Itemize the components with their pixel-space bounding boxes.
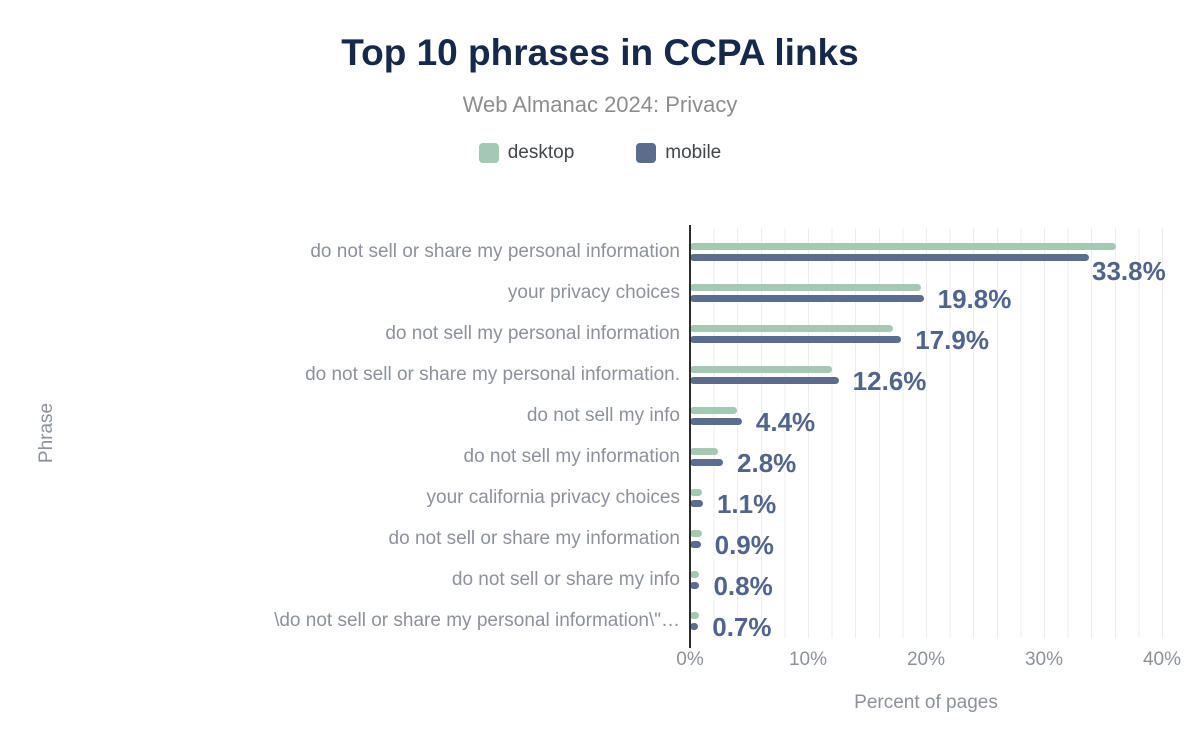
x-tick-label: 0% (676, 649, 704, 670)
value-label: 0.9% (714, 530, 774, 560)
chart-subtitle: Web Almanac 2024: Privacy (462, 92, 738, 117)
mobile-bar[interactable] (690, 377, 839, 384)
legend-label: mobile (665, 142, 722, 163)
value-label: 12.6% (852, 366, 927, 396)
desktop-bar[interactable] (690, 366, 832, 373)
desktop-bar[interactable] (690, 325, 893, 332)
mobile-bar[interactable] (690, 418, 742, 425)
value-label: 17.9% (915, 325, 989, 355)
mobile-bar[interactable] (690, 254, 1089, 261)
desktop-bar[interactable] (690, 530, 702, 537)
category-label: \do not sell or share my personal inform… (274, 610, 680, 631)
legend: desktop mobile (0, 142, 1200, 164)
value-label: 0.7% (712, 612, 772, 642)
desktop-bar[interactable] (690, 448, 719, 455)
mobile-bar[interactable] (690, 541, 701, 548)
category-label: do not sell my info (526, 405, 680, 426)
category-label: do not sell my personal information (385, 323, 680, 344)
x-tick-label: 10% (788, 649, 828, 670)
desktop-bar[interactable] (690, 612, 700, 619)
x-tick-label: 20% (906, 649, 946, 670)
chart-title: Top 10 phrases in CCPA links (341, 32, 859, 73)
x-axis-title: Percent of pages (854, 692, 998, 713)
mobile-bar[interactable] (690, 582, 700, 589)
category-label: your california privacy choices (426, 487, 680, 508)
category-label: do not sell my information (463, 446, 681, 467)
category-label: do not sell or share my personal informa… (310, 241, 680, 262)
value-label: 33.8% (1092, 256, 1166, 286)
plot-area: 33.8% 19.8% 17.9% 12.6% 4.4% 2.8% 1.1% 0.9% 0.8%… (689, 225, 1180, 648)
mobile-bar[interactable] (690, 459, 724, 466)
desktop-bar[interactable] (690, 284, 922, 291)
value-label: 0.8% (713, 571, 773, 601)
legend-label: desktop (507, 142, 575, 163)
mobile-bar[interactable] (690, 623, 699, 630)
x-tick-label: 30% (1024, 649, 1064, 670)
value-label: 1.1% (716, 489, 777, 519)
category-label: your privacy choices (507, 282, 680, 303)
legend-swatch-mobile (636, 143, 657, 163)
mobile-bar[interactable] (690, 336, 902, 343)
legend-item-mobile[interactable]: mobile (636, 142, 721, 164)
desktop-bar[interactable] (690, 571, 700, 578)
value-label: 4.4% (755, 407, 816, 437)
legend-item-desktop[interactable]: desktop (478, 142, 575, 164)
legend-swatch-desktop (478, 143, 499, 163)
mobile-bar[interactable] (690, 500, 703, 507)
y-axis-line (689, 225, 691, 648)
desktop-bar[interactable] (690, 489, 702, 496)
mobile-bar[interactable] (690, 295, 924, 302)
x-axis-ticks: 0% 10% 20% 30% 40% (676, 649, 1182, 673)
category-labels: do not sell or share my personal informa… (0, 228, 680, 638)
value-label: 19.8% (937, 284, 1012, 314)
desktop-bar[interactable] (690, 243, 1116, 250)
x-tick-label: 40% (1142, 649, 1182, 670)
desktop-bar[interactable] (690, 407, 738, 414)
category-label: do not sell or share my personal informa… (305, 364, 680, 385)
category-label: do not sell or share my information (388, 528, 680, 549)
category-label: do not sell or share my info (451, 569, 680, 590)
value-label: 2.8% (737, 448, 797, 478)
